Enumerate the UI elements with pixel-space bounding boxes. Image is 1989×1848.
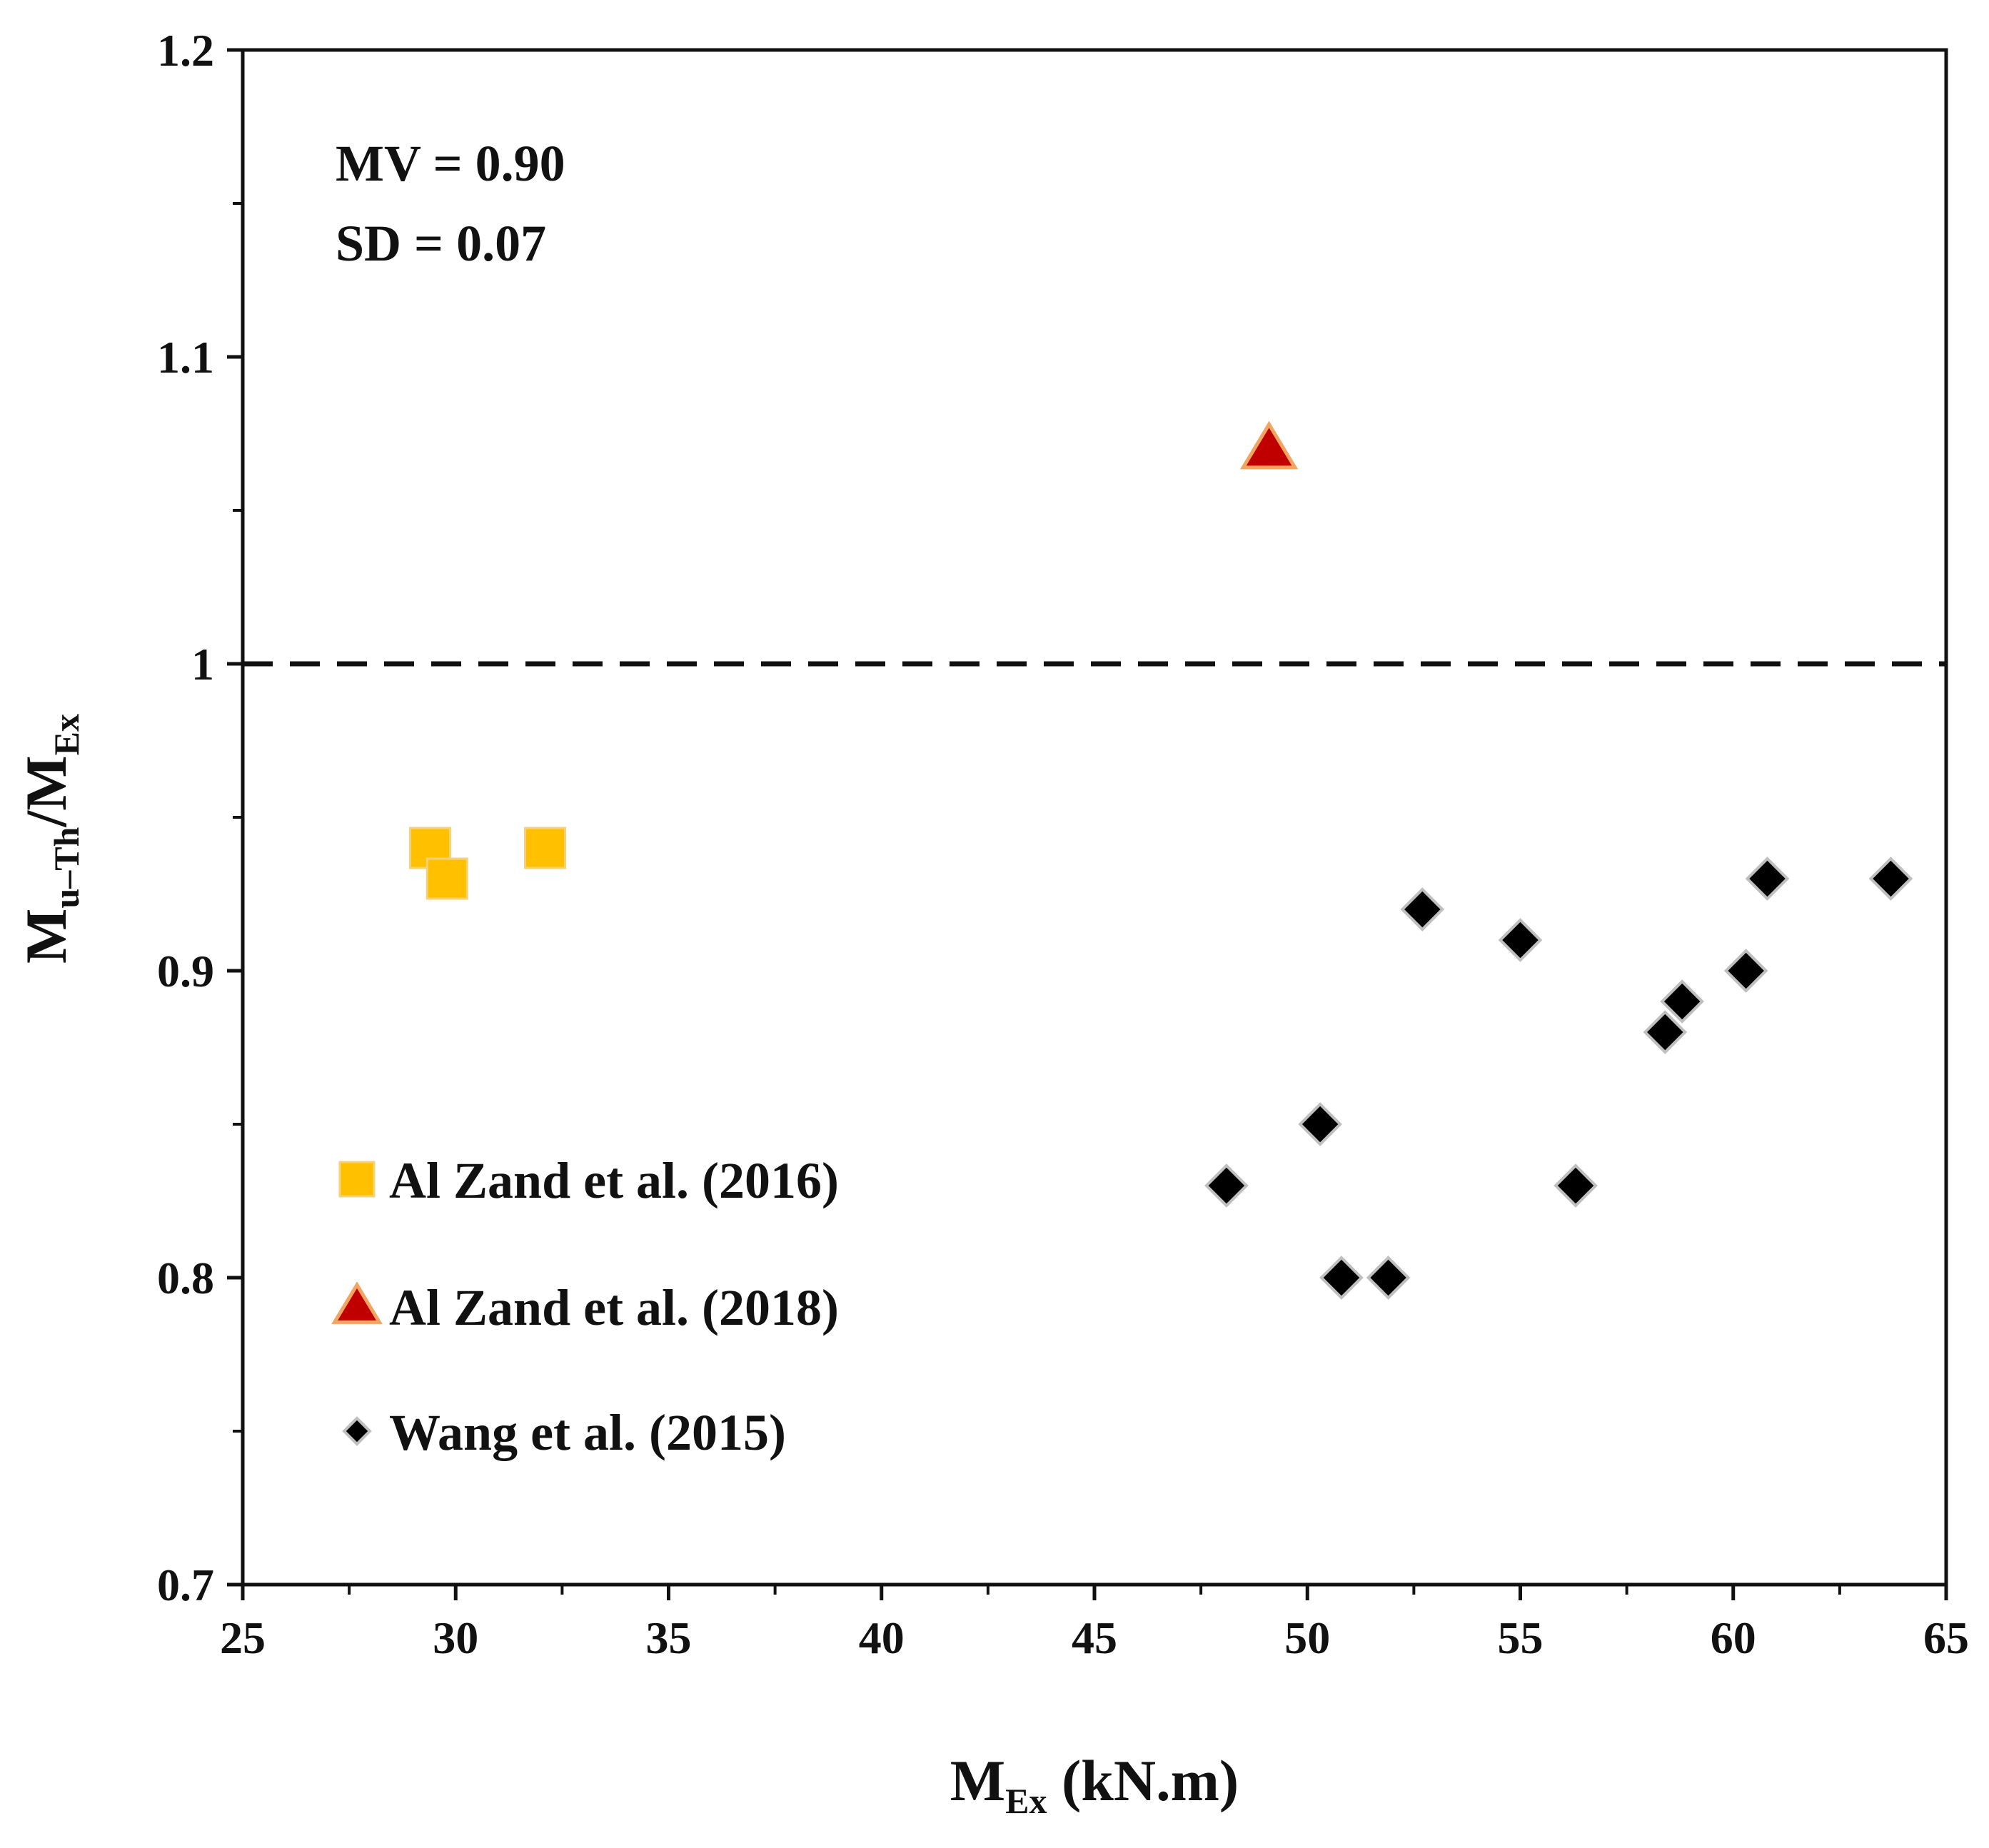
axis-ticks: 25 30 35 40 45 50 55 60 65 0.7 0.8 0.9 1 1.1 1.2 [157, 25, 1969, 1663]
x-tick-label: 35 [646, 1612, 692, 1663]
x-tick-label: 40 [859, 1612, 905, 1663]
square-data-point [426, 857, 468, 900]
x-axis-title-subscript: Ex [1005, 1781, 1047, 1821]
diamond-data-point [1366, 1256, 1411, 1300]
x-axis-title: MEx (kN.m) [950, 1748, 1239, 1821]
diamond-data-point [1868, 857, 1913, 901]
y-tick-label: 0.7 [157, 1560, 214, 1610]
y-axis-title-main: M [14, 909, 79, 964]
mean-value-annotation: MV = 0.90 [336, 135, 565, 192]
y-tick-label: 1 [191, 639, 214, 690]
legend-label: Wang et al. (2015) [389, 1404, 786, 1461]
square-data-point [524, 827, 567, 869]
y-tick-label: 0.9 [157, 946, 214, 996]
plot-area-border [241, 48, 1948, 1587]
diamond-data-point [1400, 887, 1445, 931]
y-axis-title: Mu–Th/MEx [14, 714, 86, 964]
x-axis-title-main: M [950, 1748, 1005, 1813]
x-tick-label: 65 [1923, 1612, 1969, 1663]
legend-diamond-marker [342, 1416, 372, 1446]
x-tick-label: 60 [1711, 1612, 1756, 1663]
diamond-data-point [1554, 1163, 1598, 1208]
x-tick-label: 50 [1284, 1612, 1330, 1663]
triangle-data-point [1239, 420, 1299, 470]
x-tick-label: 55 [1498, 1612, 1544, 1663]
std-dev-annotation: SD = 0.07 [336, 215, 546, 272]
diamond-data-point [1298, 1102, 1342, 1146]
diamond-data-point [1319, 1256, 1364, 1300]
data-points [408, 420, 1913, 1300]
y-axis-title-subscript-1: u–Th [46, 827, 86, 908]
legend-label: Al Zand et al. (2016) [389, 1152, 839, 1209]
legend-triangle-marker [331, 1281, 383, 1324]
diamond-data-point [1204, 1163, 1249, 1208]
diamond-data-point [1745, 857, 1790, 901]
y-tick-label: 0.8 [157, 1253, 214, 1303]
x-axis-title-unit: (kN.m) [1047, 1748, 1239, 1813]
y-axis-title-divider: /M [14, 755, 79, 827]
y-tick-label: 1.2 [157, 25, 214, 76]
legend: Al Zand et al. (2016) Al Zand et al. (201… [331, 1152, 839, 1461]
x-tick-label: 30 [433, 1612, 478, 1663]
diamond-data-point [1498, 918, 1543, 962]
x-tick-label: 45 [1072, 1612, 1117, 1663]
diamond-data-point [1660, 979, 1704, 1024]
y-tick-label: 1.1 [157, 332, 214, 383]
legend-square-marker [338, 1161, 376, 1198]
diamond-data-point [1643, 1010, 1688, 1054]
diamond-data-point [1723, 949, 1768, 993]
legend-label: Al Zand et al. (2018) [389, 1279, 839, 1336]
y-axis-title-subscript-2: Ex [46, 714, 86, 755]
x-tick-label: 25 [220, 1612, 266, 1663]
